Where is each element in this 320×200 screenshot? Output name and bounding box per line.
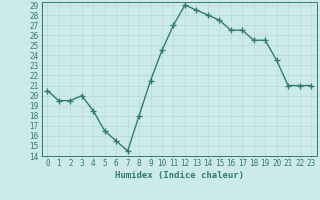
X-axis label: Humidex (Indice chaleur): Humidex (Indice chaleur) [115, 171, 244, 180]
